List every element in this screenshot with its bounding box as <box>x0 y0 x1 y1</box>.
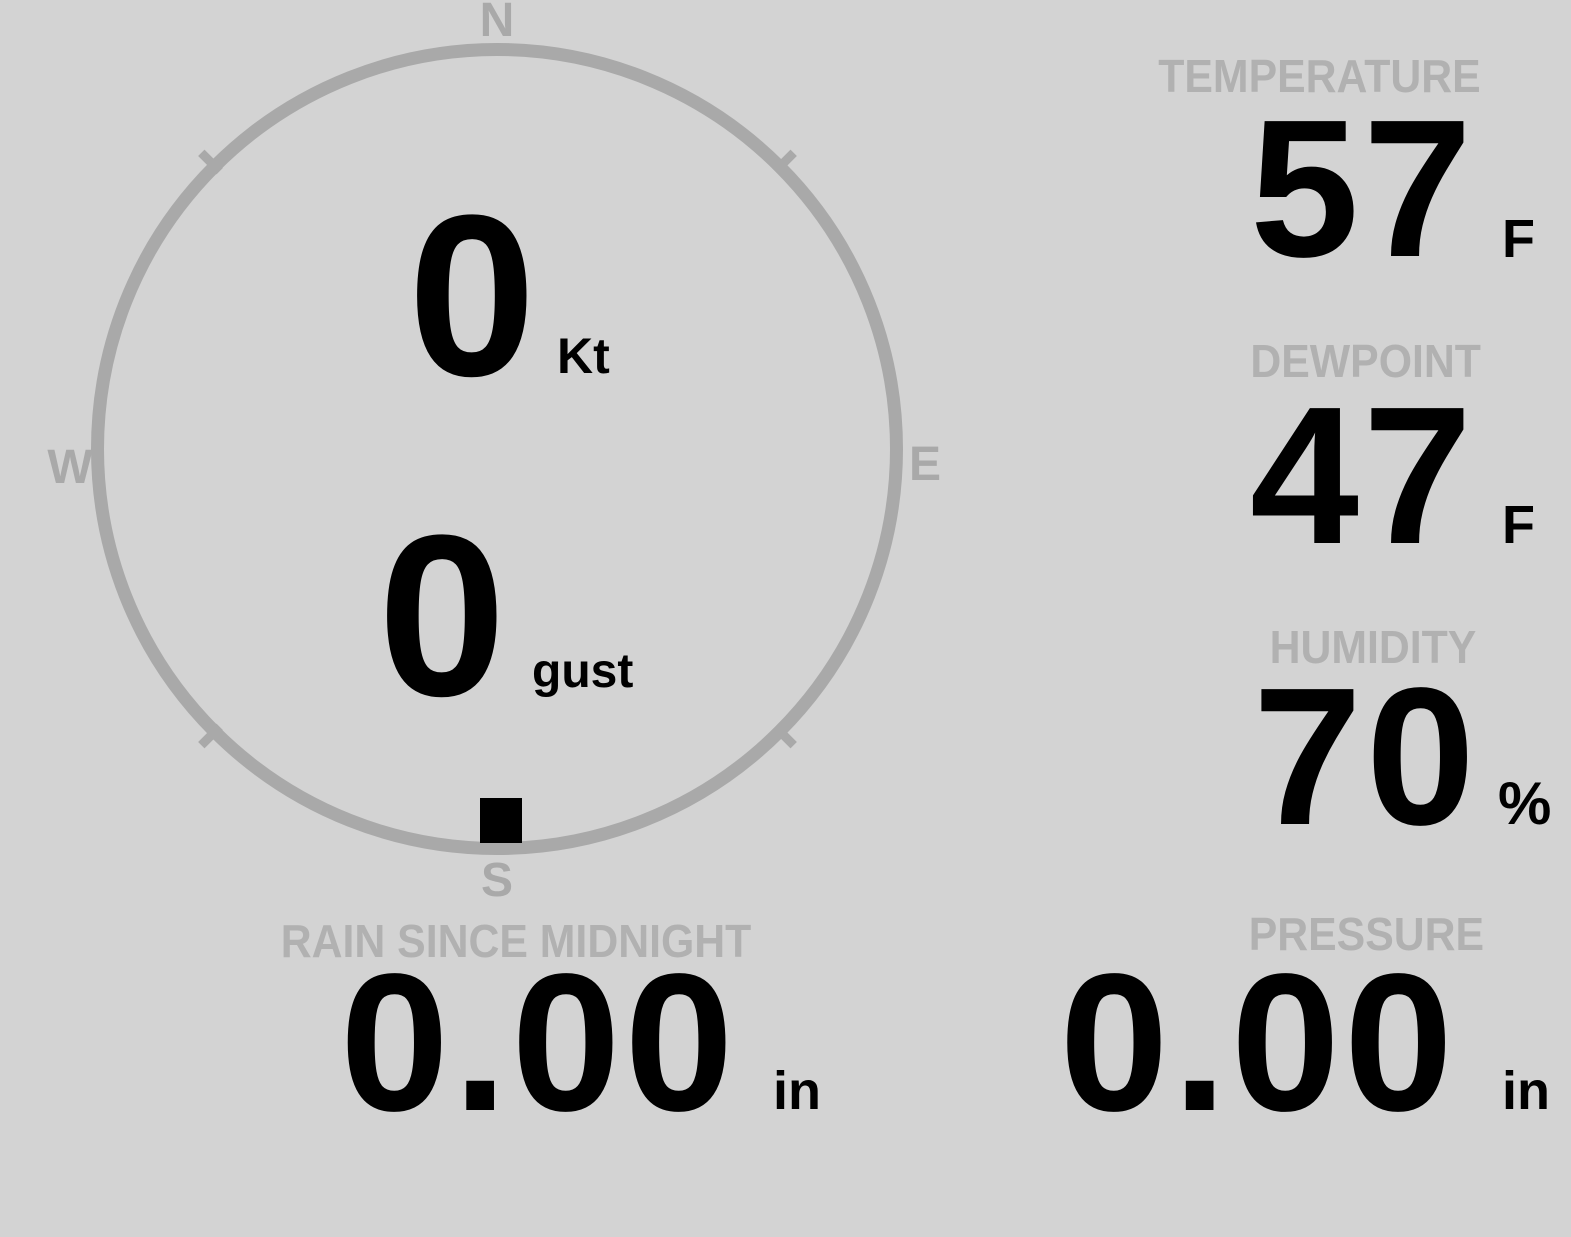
humidity-value: 70 <box>1252 647 1479 866</box>
rain-label: RAIN SINCE MIDNIGHT <box>280 915 752 967</box>
compass-label-east: E <box>908 438 942 491</box>
pressure-unit: in <box>1502 1061 1550 1121</box>
wind-speed-unit: Kt <box>557 328 610 384</box>
compass-label-west: W <box>47 441 93 494</box>
compass-label-north: N <box>479 0 515 47</box>
temperature-value: 57 <box>1249 79 1476 298</box>
wind-gust-unit: gust <box>532 645 634 698</box>
wind-speed-value: 0 <box>408 167 536 424</box>
dewpoint-unit: F <box>1502 495 1535 555</box>
pressure-value: 0.00 <box>1059 933 1457 1152</box>
rain-unit: in <box>773 1061 821 1121</box>
humidity-label: HUMIDITY <box>1269 621 1476 673</box>
dewpoint-label: DEWPOINT <box>1250 335 1481 387</box>
wind-direction-marker <box>480 798 522 843</box>
temperature-unit: F <box>1502 209 1535 269</box>
rain-value: 0.00 <box>340 933 738 1152</box>
compass-label-south: S <box>480 854 514 907</box>
temperature-label: TEMPERATURE <box>1158 50 1481 102</box>
dewpoint-value: 47 <box>1249 366 1476 585</box>
wind-gust-value: 0 <box>378 487 506 744</box>
humidity-unit: % <box>1498 770 1552 837</box>
pressure-label: PRESSURE <box>1248 908 1484 960</box>
